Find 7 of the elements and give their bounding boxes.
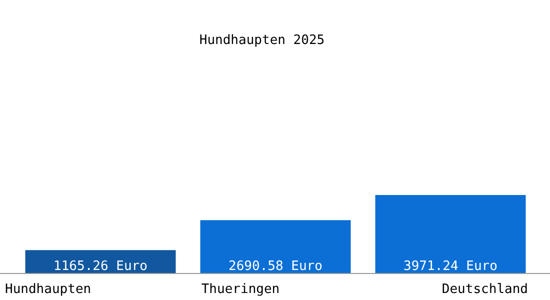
data-label: 2690.58 Euro <box>228 259 322 274</box>
data-label: 1165.26 Euro <box>54 259 148 274</box>
x-tick-label: Deutschland <box>442 282 528 297</box>
x-tick-label: Hundhaupten <box>5 282 92 297</box>
data-label: 3971.24 Euro <box>404 259 498 274</box>
chart-title: Hundhaupten 2025 <box>199 33 325 48</box>
x-tick-label: Thueringen <box>201 282 280 297</box>
